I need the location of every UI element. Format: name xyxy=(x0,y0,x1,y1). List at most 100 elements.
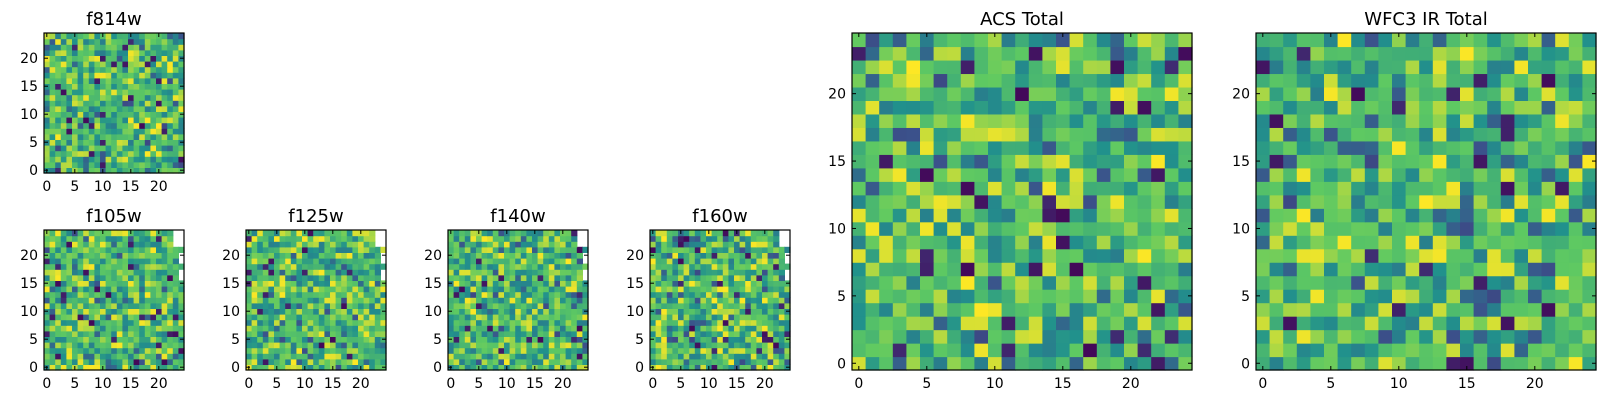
heatmap-cell xyxy=(1164,302,1179,317)
heatmap-cell xyxy=(1405,127,1420,142)
heatmap-cell xyxy=(666,269,673,276)
heatmap-cell xyxy=(476,274,483,281)
heatmap-cell xyxy=(487,314,494,321)
heatmap-cell xyxy=(476,235,483,242)
heatmap-cell xyxy=(94,330,101,337)
heatmap-cell xyxy=(60,252,67,259)
heatmap-cell xyxy=(139,111,146,118)
heatmap-cell xyxy=(318,319,325,326)
heatmap-cell xyxy=(933,113,948,128)
heatmap-cell xyxy=(1392,248,1407,263)
heatmap-cell xyxy=(739,358,746,365)
heatmap-cell xyxy=(257,347,264,354)
heatmap-cell xyxy=(960,248,975,263)
heatmap-cell xyxy=(1392,73,1407,88)
heatmap-cell xyxy=(892,329,907,344)
heatmap-cell xyxy=(172,246,179,253)
heatmap-cell xyxy=(88,83,95,90)
heatmap-cell xyxy=(1555,275,1570,290)
heatmap-cell xyxy=(1500,329,1515,344)
heatmap-cell xyxy=(773,286,780,293)
heatmap-cell xyxy=(1296,289,1311,304)
heatmap-cell xyxy=(1405,86,1420,101)
heatmap-cell xyxy=(1096,181,1111,196)
heatmap-cell xyxy=(139,83,146,90)
heatmap-cell xyxy=(1541,59,1556,75)
heatmap-cell xyxy=(906,59,921,75)
heatmap-cell xyxy=(257,297,264,304)
heatmap-cell xyxy=(150,342,157,349)
heatmap-cell xyxy=(532,353,539,360)
heatmap-cell xyxy=(1541,289,1556,304)
heatmap-cell xyxy=(77,105,84,112)
heatmap-cell xyxy=(150,325,157,332)
heatmap-cell xyxy=(504,263,511,270)
heatmap-cell xyxy=(974,59,989,75)
heatmap-cell xyxy=(335,258,342,265)
heatmap-cell xyxy=(865,127,880,142)
heatmap-cell xyxy=(470,302,477,309)
heatmap-cell xyxy=(55,358,62,365)
heatmap-cell xyxy=(498,291,505,298)
heatmap-cells xyxy=(448,230,589,371)
heatmap-cell xyxy=(722,336,729,343)
heatmap-cell xyxy=(262,330,269,337)
heatmap-cell xyxy=(745,286,752,293)
heatmap-cell xyxy=(133,66,140,73)
heatmap-cell xyxy=(318,246,325,253)
heatmap-cell xyxy=(72,156,79,163)
heatmap-cell xyxy=(139,364,146,371)
heatmap-cell xyxy=(49,358,56,365)
heatmap-cell xyxy=(565,235,572,242)
heatmap-cell xyxy=(1310,343,1325,358)
heatmap-cell xyxy=(111,128,118,135)
heatmap-cell xyxy=(172,105,179,112)
heatmap-cell xyxy=(1001,140,1016,155)
heatmap-cell xyxy=(498,302,505,309)
heatmap-cell xyxy=(1256,329,1271,344)
heatmap-cell xyxy=(1056,113,1071,128)
heatmap-cell xyxy=(94,111,101,118)
heatmap-cell xyxy=(116,133,123,140)
heatmap-cell xyxy=(1514,316,1529,331)
heatmap-cell xyxy=(111,122,118,129)
heatmap-cell xyxy=(251,263,258,270)
heatmap-cell xyxy=(1269,262,1284,277)
heatmap-cell xyxy=(1514,127,1529,142)
heatmap-cell xyxy=(60,66,67,73)
heatmap-cell xyxy=(1582,154,1597,169)
heatmap-cell xyxy=(504,347,511,354)
heatmap-cell xyxy=(1446,167,1461,182)
heatmap-cell xyxy=(537,308,544,315)
heatmap-cell xyxy=(1178,356,1193,371)
heatmap-cell xyxy=(1069,329,1084,344)
heatmap-cell xyxy=(324,274,331,281)
heatmap-cell xyxy=(1001,316,1016,331)
heatmap-cell xyxy=(88,297,95,304)
heatmap-cell xyxy=(139,145,146,152)
heatmap-cell xyxy=(481,342,488,349)
y-tick-label: 10 xyxy=(222,304,240,320)
heatmap-cell xyxy=(1096,329,1111,344)
heatmap-cell xyxy=(251,286,258,293)
heatmap-cell xyxy=(88,280,95,287)
heatmap-cell xyxy=(1473,329,1488,344)
heatmap-cell xyxy=(44,66,51,73)
heatmap-cell xyxy=(55,156,62,163)
heatmap-cell xyxy=(88,139,95,146)
heatmap-cell xyxy=(498,258,505,265)
heatmap-cell xyxy=(133,83,140,90)
heatmap-cell xyxy=(178,297,185,304)
heatmap-cell xyxy=(492,302,499,309)
heatmap-cell xyxy=(324,297,331,304)
heatmap-cell xyxy=(178,77,185,84)
heatmap-cell xyxy=(341,325,348,332)
heatmap-cell xyxy=(865,100,880,115)
heatmap-cell xyxy=(88,33,95,40)
heatmap-cell xyxy=(1582,262,1597,277)
heatmap-cell xyxy=(172,167,179,174)
heatmap-cell xyxy=(492,319,499,326)
heatmap-cell xyxy=(139,269,146,276)
heatmap-cell xyxy=(1487,140,1502,155)
heatmap-cell xyxy=(750,347,757,354)
